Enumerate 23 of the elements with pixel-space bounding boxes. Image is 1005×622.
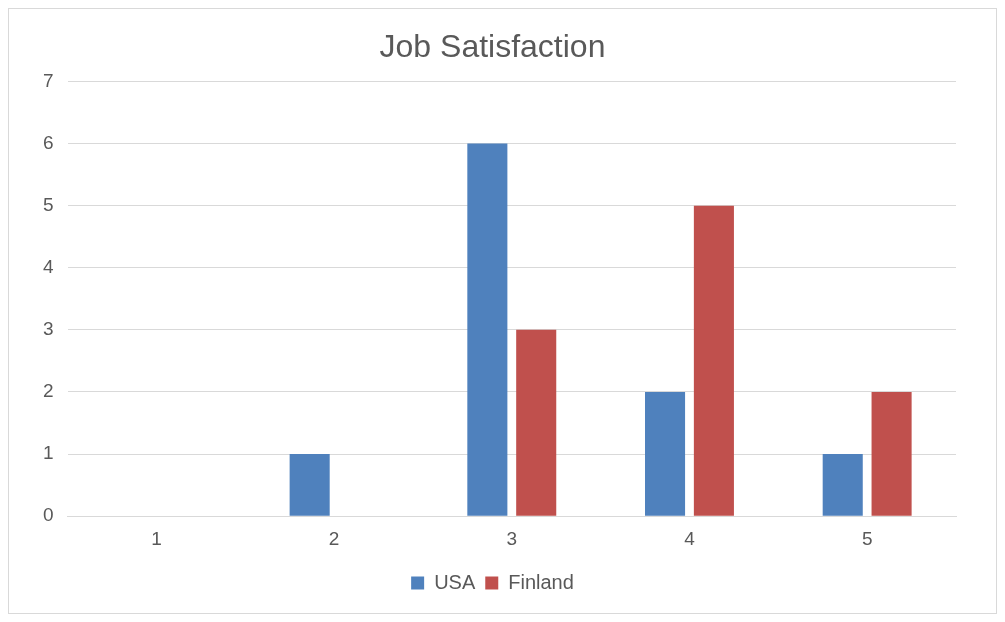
x-tick-label: 1 xyxy=(151,527,162,549)
bar xyxy=(516,329,557,516)
x-tick-label: 4 xyxy=(684,527,696,549)
legend-label: Finland xyxy=(508,570,574,593)
y-tick-label: 7 xyxy=(42,69,54,91)
bar xyxy=(289,454,330,516)
chart-title: Job Satisfaction xyxy=(379,28,606,65)
legend-label: USA xyxy=(434,570,476,593)
x-tick-label: 5 xyxy=(861,527,873,549)
y-tick-label: 6 xyxy=(42,131,54,153)
y-tick-label: 3 xyxy=(42,318,54,340)
bar xyxy=(645,391,686,516)
x-tick-label: 3 xyxy=(506,527,518,549)
bar xyxy=(693,205,734,516)
bar xyxy=(871,391,912,516)
bar xyxy=(467,143,508,516)
y-tick-label: 4 xyxy=(42,255,54,277)
y-tick-label: 0 xyxy=(42,504,54,526)
y-tick-label: 5 xyxy=(42,193,54,215)
x-tick-label: 2 xyxy=(328,527,340,549)
bar xyxy=(822,454,863,516)
y-tick-label: 2 xyxy=(42,380,54,402)
y-tick-label: 1 xyxy=(42,442,54,464)
